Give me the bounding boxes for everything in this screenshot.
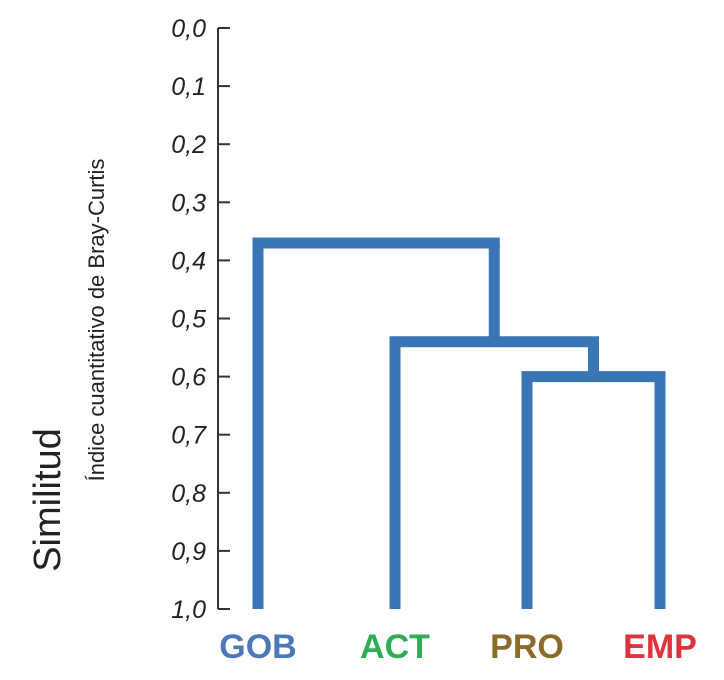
- y-tick-label: 0,3: [171, 189, 206, 217]
- y-tick-label: 0,4: [171, 247, 206, 275]
- leaf-label-act: ACT: [360, 628, 430, 666]
- y-tick-label: 0,5: [171, 306, 206, 334]
- y-axis-sublabel: Índice cuantitativo de Bray-Curtis: [84, 159, 109, 482]
- y-tick-label: 1,0: [171, 596, 206, 624]
- y-tick-label: 0,9: [171, 538, 206, 566]
- y-axis-label: Similitud: [27, 428, 69, 572]
- leaf-label-gob: GOB: [219, 628, 296, 666]
- y-tick-label: 0,7: [171, 422, 207, 450]
- y-tick-label: 0,1: [171, 73, 206, 101]
- y-tick-label: 0,8: [171, 480, 206, 508]
- y-tick-label: 0,2: [171, 131, 206, 159]
- y-tick-label: 0,6: [171, 364, 206, 392]
- leaf-label-emp: EMP: [623, 628, 697, 666]
- y-tick-label: 0,0: [171, 15, 206, 43]
- leaf-label-pro: PRO: [490, 628, 564, 666]
